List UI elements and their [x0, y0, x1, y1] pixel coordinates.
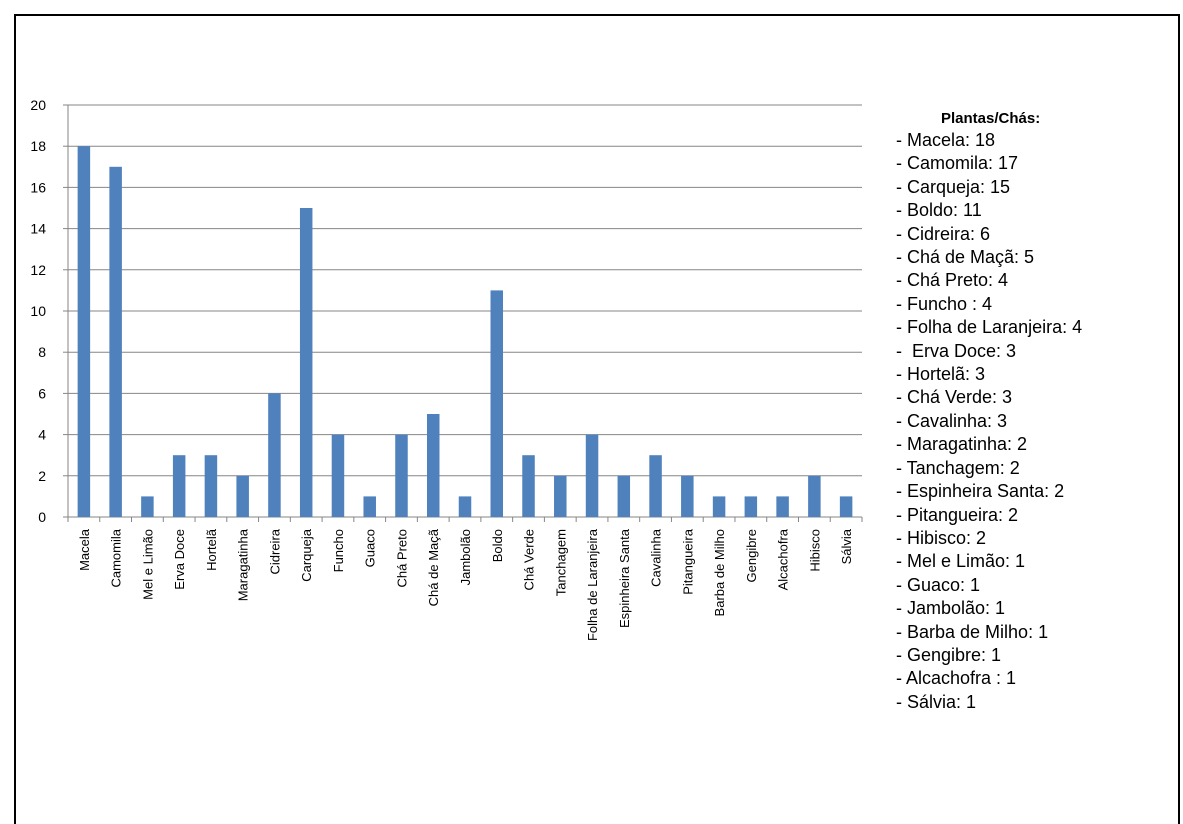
- x-tick-label: Folha de Laranjeira: [585, 528, 600, 641]
- x-tick-label: Macela: [77, 528, 92, 571]
- bar: [617, 475, 631, 517]
- legend-list: - Macela: 18 - Camomila: 17- Carqueja: 15…: [896, 129, 1178, 714]
- legend-item: - Chá de Maçã: 5: [896, 247, 1035, 268]
- x-tick-label: Mel e Limão: [140, 529, 155, 600]
- legend-item: - Tanchagem: 2: [896, 457, 1020, 478]
- legend-item: - Chá Preto: 4: [896, 270, 1009, 291]
- bar: [172, 455, 186, 517]
- x-tick-label: Espinheira Santa: [617, 528, 632, 628]
- legend-item: - Sálvia: 1: [896, 691, 977, 712]
- legend-item: - Macela: 18: [896, 130, 996, 150]
- legend-item: - Chá Verde: 3: [896, 387, 1013, 408]
- legend-title: Plantas/Chás:: [941, 110, 1041, 127]
- legend-item: - Cidreira: 6: [896, 223, 991, 244]
- legend-item: - Boldo: 11: [896, 200, 982, 221]
- y-tick-label: 14: [30, 221, 46, 237]
- bar: [808, 475, 821, 517]
- y-tick-label: 18: [30, 138, 46, 154]
- bar: [77, 146, 91, 517]
- x-tick-label: Cidreira: [267, 528, 282, 574]
- legend-item: - Espinheira Santa: 2: [896, 481, 1065, 502]
- legend-item: - Funcho : 4: [896, 293, 993, 314]
- bar: [268, 393, 281, 517]
- legend-item: - Carqueja: 15: [896, 176, 1011, 197]
- bar: [681, 475, 694, 517]
- legend-item: - Folha de Laranjeira: 4: [896, 317, 1083, 338]
- legend-item: - Jambolão: 1: [896, 598, 1006, 619]
- chart-frame: [14, 14, 1180, 824]
- x-tick-label: Hortelã: [204, 528, 219, 571]
- x-tick-label: Funcho: [331, 529, 346, 572]
- x-tick-label: Pitangueira: [680, 528, 695, 595]
- legend-item: - Camomila: 17: [896, 153, 1019, 174]
- bar: [585, 434, 599, 517]
- y-tick-label: 4: [38, 427, 46, 443]
- y-tick-label: 8: [38, 344, 46, 360]
- x-tick-label: Alcachofra: [776, 528, 791, 590]
- bar: [426, 414, 440, 517]
- bar: [363, 496, 376, 517]
- legend-item: - Guaco: 1: [896, 574, 981, 595]
- x-tick-label: Sálvia: [839, 528, 854, 564]
- y-tick-label: 6: [38, 385, 46, 401]
- x-tick-label: Camomila: [109, 528, 124, 587]
- x-tick-label: Carqueja: [299, 528, 314, 582]
- y-tick-label: 16: [30, 179, 46, 195]
- legend-item: - Barba de Milho: 1: [896, 621, 1049, 642]
- legend-item: - Mel e Limão: 1: [896, 551, 1026, 572]
- bar: [331, 434, 345, 517]
- x-tick-label: Hibisco: [807, 529, 822, 572]
- legend-item: - Cavalinha: 3: [896, 410, 1008, 431]
- bar: [839, 496, 853, 517]
- y-tick-label: 12: [30, 262, 46, 278]
- legend-item: - Hibisco: 2: [896, 527, 987, 548]
- y-tick-label: 20: [30, 97, 46, 113]
- bar: [395, 434, 408, 517]
- x-tick-label: Tanchagem: [553, 529, 568, 596]
- x-tick-label: Gengibre: [744, 529, 759, 582]
- legend-item: - Gengibre: 1: [896, 644, 1002, 665]
- x-tick-label: Chá de Maçã: [426, 528, 441, 606]
- bar: [522, 455, 535, 517]
- bar: [141, 496, 154, 517]
- x-tick-label: Cavalinha: [649, 528, 664, 587]
- bar: [554, 475, 567, 517]
- bar: [712, 496, 726, 517]
- bar: [204, 455, 218, 517]
- x-tick-label: Erva Doce: [172, 529, 187, 590]
- bar: [490, 290, 504, 517]
- x-tick-label: Boldo: [490, 529, 505, 562]
- y-tick-label: 10: [30, 303, 46, 319]
- x-tick-label: Guaco: [363, 529, 378, 567]
- bar: [744, 496, 758, 517]
- legend-panel: Plantas/Chás: - Macela: 18 - Camomila: 17…: [896, 110, 1178, 714]
- legend-item: - Erva Doce: 3: [896, 340, 1017, 361]
- bar: [776, 496, 789, 517]
- bar: [458, 496, 472, 517]
- legend-item: - Maragatinha: 2: [896, 434, 1028, 455]
- y-tick-label: 2: [38, 468, 46, 484]
- bar: [109, 166, 122, 518]
- x-tick-label: Maragatinha: [236, 528, 251, 601]
- bar: [649, 455, 662, 517]
- x-tick-label: Barba de Milho: [712, 529, 727, 616]
- x-tick-label: Chá Preto: [394, 529, 409, 588]
- x-tick-label: Chá Verde: [522, 529, 537, 590]
- legend-item: - Pitangueira: 2: [896, 504, 1019, 525]
- x-tick-label: Jambolão: [458, 529, 473, 585]
- bar: [236, 475, 249, 517]
- y-tick-label: 0: [38, 509, 46, 525]
- legend-item: - Alcachofra : 1: [896, 668, 1017, 689]
- legend-item: - Hortelã: 3: [896, 364, 986, 385]
- bar: [299, 208, 313, 517]
